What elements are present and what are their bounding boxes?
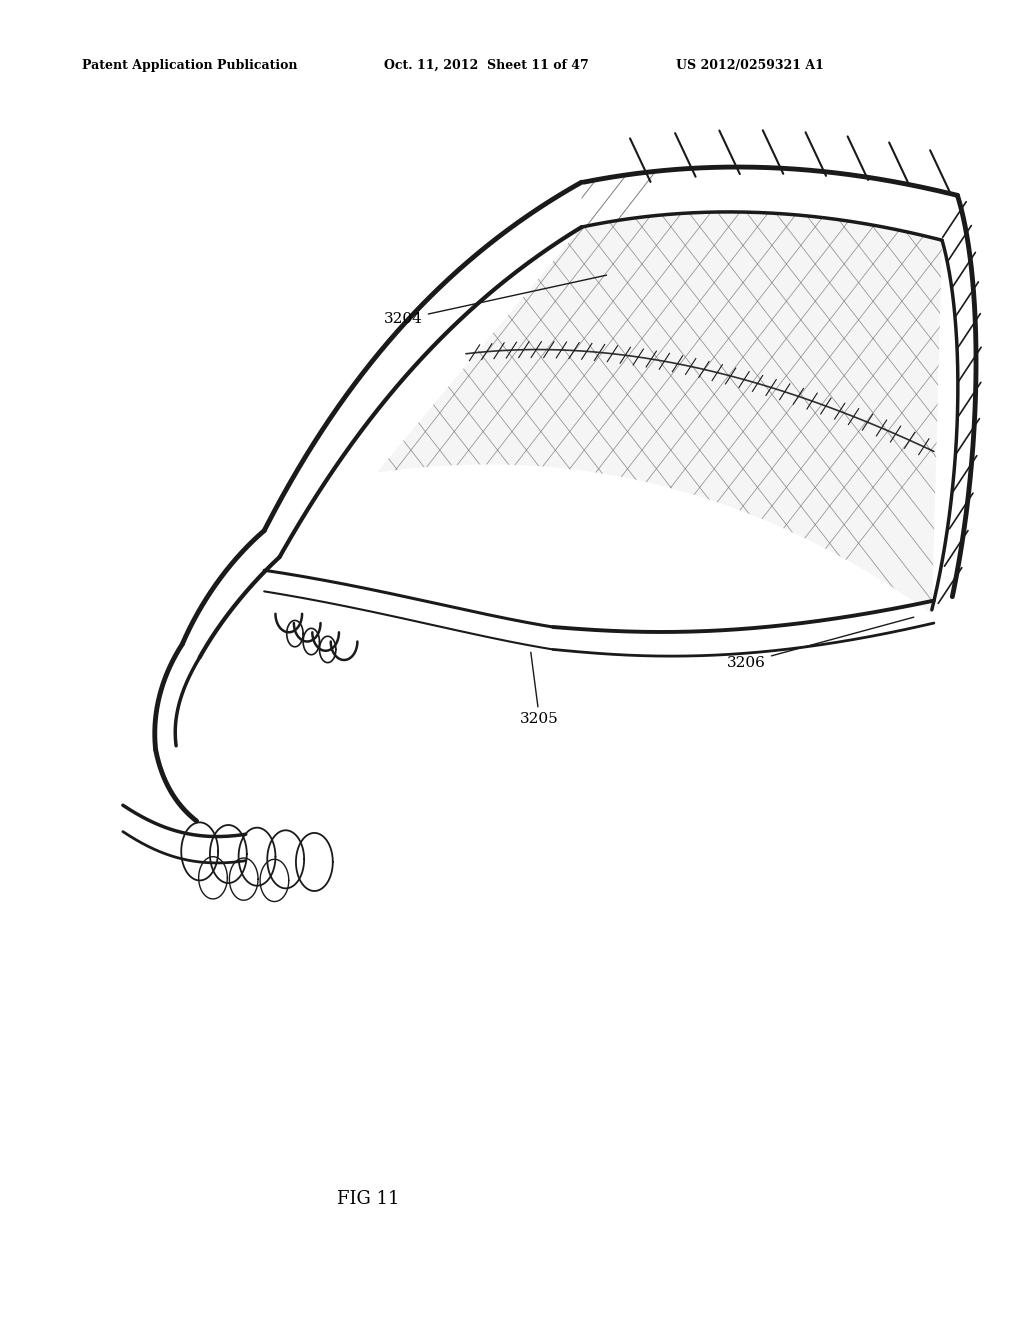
Text: Patent Application Publication: Patent Application Publication bbox=[82, 58, 297, 71]
Polygon shape bbox=[377, 213, 942, 614]
Text: 3204: 3204 bbox=[384, 275, 606, 326]
Text: Oct. 11, 2012  Sheet 11 of 47: Oct. 11, 2012 Sheet 11 of 47 bbox=[384, 58, 589, 71]
Text: FIG 11: FIG 11 bbox=[337, 1189, 400, 1208]
Text: US 2012/0259321 A1: US 2012/0259321 A1 bbox=[676, 58, 823, 71]
Text: 3206: 3206 bbox=[727, 618, 913, 669]
Polygon shape bbox=[582, 168, 957, 240]
Text: 3205: 3205 bbox=[520, 652, 559, 726]
